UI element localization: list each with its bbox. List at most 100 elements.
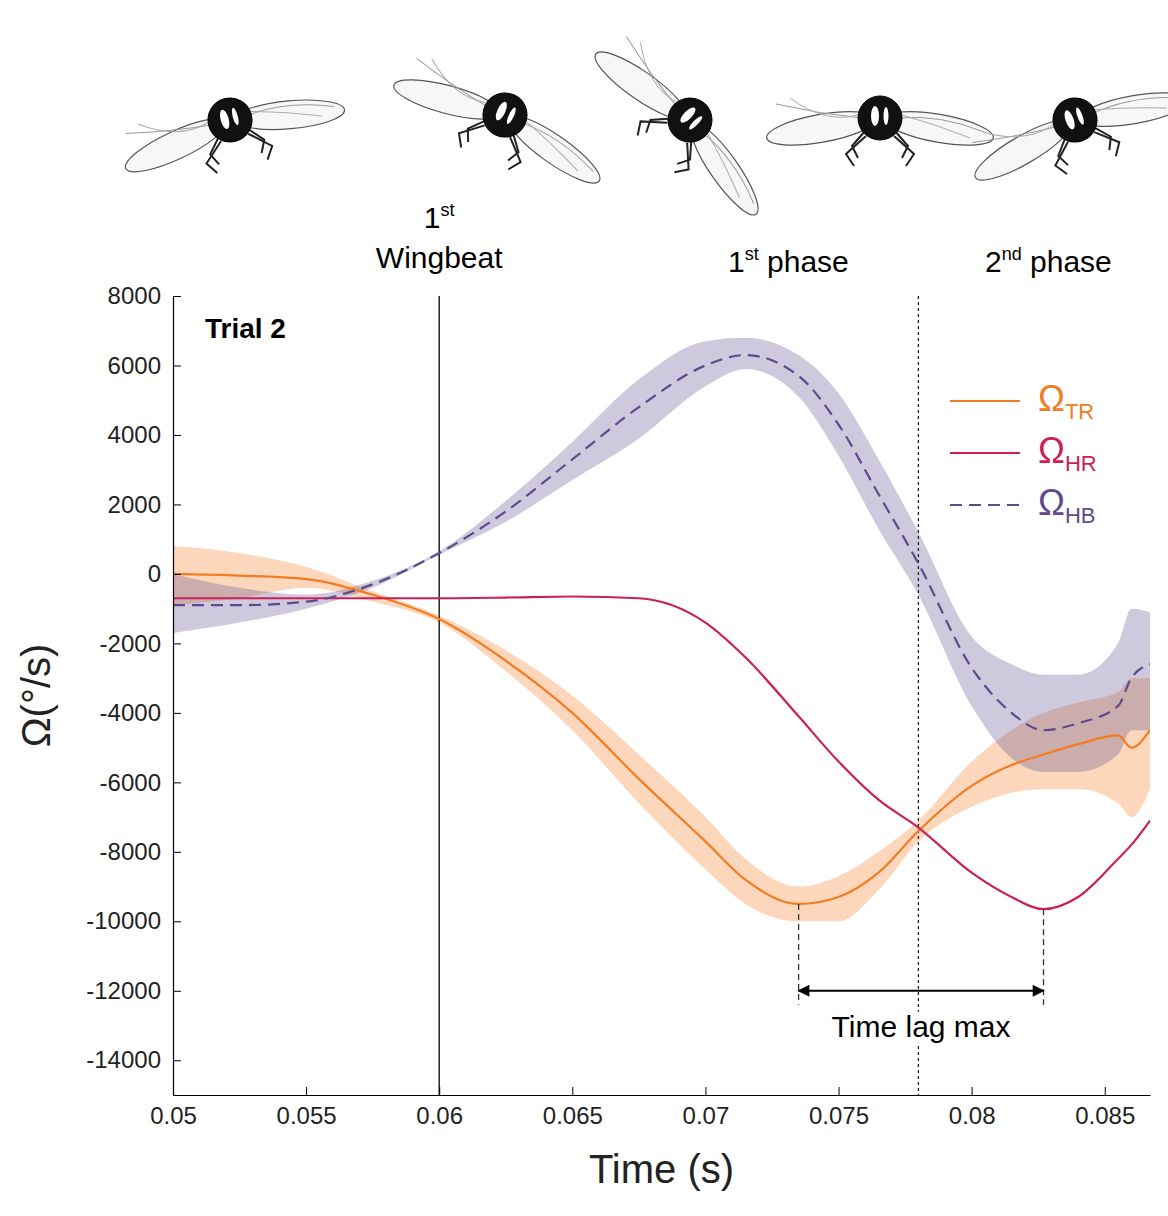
phase-boundary-line — [918, 296, 919, 1095]
bee-face-mark — [493, 100, 509, 122]
x-tick: 0.08 — [949, 1087, 996, 1129]
bee-wing-vein — [776, 104, 862, 118]
bee-illustration — [959, 60, 1168, 205]
legend-symbol — [950, 400, 1020, 402]
x-tick-label: 0.08 — [949, 1102, 996, 1129]
y-tick-label: -8000 — [100, 838, 161, 865]
wingbeat-line — [438, 296, 440, 1095]
y-tick-label: -2000 — [100, 630, 161, 657]
x-tick: 0.065 — [543, 1087, 603, 1129]
x-tick: 0.075 — [809, 1087, 869, 1129]
y-axis-line — [173, 297, 174, 1096]
legend: ΩTRΩHRΩHB — [950, 378, 1097, 528]
bee-wing-vein — [984, 109, 1055, 150]
legend-label-subscript: TR — [1065, 399, 1094, 424]
bee-wing-vein — [691, 133, 755, 197]
x-tick-label: 0.05 — [150, 1102, 197, 1129]
bee-face-mark — [1062, 109, 1076, 131]
bee-wing-vein — [247, 92, 334, 128]
y-tick: -12000 — [86, 977, 181, 1004]
y-tick: 2000 — [108, 491, 181, 518]
x-tick-label: 0.06 — [416, 1102, 463, 1129]
ordinal-number: 1 — [728, 245, 745, 278]
x-tick-label: 0.085 — [1075, 1102, 1135, 1129]
y-tick-label: -14000 — [86, 1046, 161, 1073]
text-line: Wingbeat — [376, 241, 503, 274]
phase-label: 2nd phase — [985, 244, 1112, 278]
y-tick: -4000 — [100, 699, 181, 726]
y-tick-label: -4000 — [100, 699, 161, 726]
legend-label-subscript: HR — [1065, 451, 1097, 476]
bee-head — [476, 86, 534, 144]
y-tick-mark — [173, 782, 181, 783]
x-tick-mark — [839, 1087, 840, 1095]
bee-illustration — [574, 23, 787, 236]
legend-symbol — [950, 504, 1020, 506]
y-tick: -6000 — [100, 769, 181, 796]
bee-wing-vein — [693, 132, 764, 203]
bee-face-mark — [218, 109, 231, 130]
y-tick-label: -10000 — [86, 907, 161, 934]
series-band — [173, 338, 1150, 772]
bee-wing-vein — [1092, 84, 1168, 127]
bee-leg — [1049, 142, 1078, 177]
bee-leg — [894, 136, 914, 166]
bee-leg — [248, 129, 275, 163]
bee-wing-vein — [138, 106, 209, 142]
y-tick-mark — [173, 713, 181, 714]
y-tick-label: 6000 — [108, 352, 161, 379]
y-tick: -2000 — [100, 630, 181, 657]
ordinal-number: 2 — [985, 245, 1002, 278]
y-tick: -14000 — [86, 1046, 181, 1073]
series-line — [173, 355, 1150, 730]
y-tick-mark — [173, 921, 181, 922]
x-axis: 0.050.0550.060.0650.070.0750.080.085 — [150, 1087, 1150, 1129]
bee-leg — [497, 137, 528, 173]
x-tick-mark — [972, 1087, 973, 1095]
bee-head — [1047, 92, 1103, 148]
x-axis-line — [174, 1095, 1151, 1096]
y-tick: 8000 — [108, 282, 181, 309]
wingbeat-label: 1stWingbeat — [376, 200, 503, 274]
y-tick-mark — [173, 1060, 181, 1061]
x-tick: 0.06 — [416, 1087, 463, 1129]
legend-label-main: Ω — [1038, 378, 1065, 419]
text-rest: phase — [759, 245, 849, 278]
y-tick: 4000 — [108, 421, 181, 448]
legend-symbol — [950, 452, 1020, 454]
bee-face-mark — [871, 106, 879, 126]
legend-label: ΩTR — [1038, 378, 1094, 424]
y-tick: -8000 — [100, 838, 181, 865]
ordinal-suffix: st — [745, 244, 759, 264]
y-tick-mark — [173, 852, 181, 853]
bee-leg — [202, 141, 229, 175]
legend-label: ΩHB — [1038, 482, 1095, 528]
plot-area — [173, 296, 1150, 1095]
bee-illustration — [380, 46, 619, 207]
y-tick-label: -6000 — [100, 769, 161, 796]
y-tick-label: -12000 — [86, 977, 161, 1004]
y-tick-mark — [173, 643, 181, 644]
y-tick-label: 4000 — [108, 421, 161, 448]
x-tick: 0.055 — [277, 1087, 337, 1129]
bee-leg — [852, 130, 866, 158]
bee-wing-vein — [898, 117, 984, 132]
time-lag-drop-line — [798, 904, 799, 1005]
x-tick-mark — [705, 1087, 706, 1095]
bee-head — [858, 96, 902, 140]
ordinal-suffix: st — [441, 200, 455, 220]
bee-leg — [846, 136, 866, 166]
x-tick-mark — [1105, 1087, 1106, 1095]
bee-face-mark — [505, 107, 517, 125]
y-tick-mark — [173, 435, 181, 436]
bee-wing-vein — [516, 122, 587, 172]
series-line — [173, 596, 1150, 909]
series-line — [173, 574, 1150, 904]
bee-wing-vein — [972, 113, 1058, 156]
bee-face-mark — [231, 107, 240, 126]
time-lag-label: Time lag max — [832, 1010, 1011, 1043]
legend-label-main: Ω — [1038, 482, 1065, 523]
bee-wing-vein — [902, 115, 970, 138]
bee-head — [203, 93, 257, 147]
x-tick-mark — [306, 1087, 307, 1095]
